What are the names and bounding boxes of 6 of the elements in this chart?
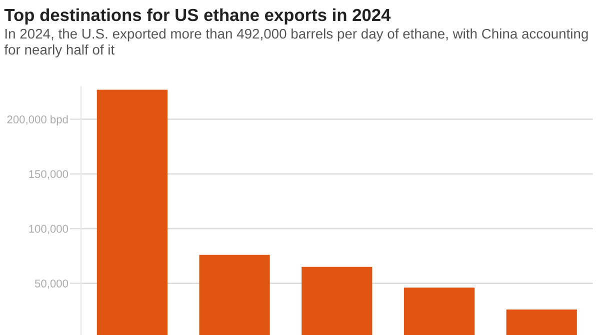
- chart-title: Top destinations for US ethane exports in 2024: [4, 8, 391, 25]
- y-tick-label: 200,000 bpd: [7, 115, 68, 126]
- chart-subtitle: In 2024, the U.S. exported more than 492,000 barrels per day of ethane, with China accounting for nearly half of it: [4, 28, 588, 58]
- y-tick-label: 150,000: [29, 170, 68, 180]
- y-tick-label: 50,000: [34, 280, 68, 289]
- y-tick-label: 100,000: [29, 224, 68, 234]
